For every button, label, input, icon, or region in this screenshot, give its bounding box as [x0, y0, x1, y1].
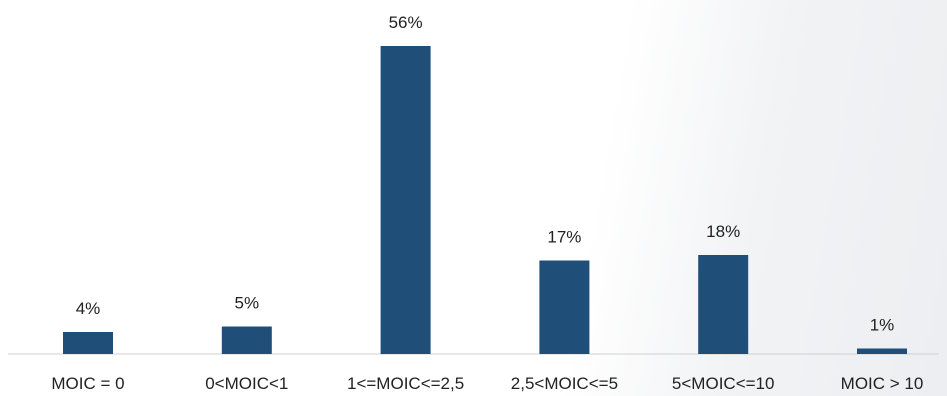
- category-label-2: 1<=MOIC<=2,5: [347, 374, 464, 393]
- category-labels-group: MOIC = 0 0<MOIC<1 1<=MOIC<=2,5 2,5<MOIC<=5 5…: [51, 374, 923, 393]
- category-label-1: 0<MOIC<1: [205, 374, 288, 393]
- value-label-3: 17%: [547, 228, 581, 247]
- value-label-1: 5%: [235, 294, 260, 313]
- value-label-2: 56%: [389, 13, 423, 32]
- value-label-0: 4%: [76, 299, 101, 318]
- value-label-5: 1%: [870, 316, 895, 335]
- category-label-5: MOIC > 10: [841, 374, 924, 393]
- bar-5: [857, 348, 907, 354]
- bar-3: [539, 260, 590, 354]
- value-label-4: 18%: [706, 222, 740, 241]
- bar-2: [380, 46, 431, 354]
- bar-0: [63, 332, 113, 354]
- category-label-0: MOIC = 0: [51, 374, 124, 393]
- bar-1: [221, 326, 272, 354]
- value-labels-group: 4% 5% 56% 17% 18% 1%: [76, 13, 895, 335]
- category-label-4: 5<MOIC<=10: [672, 374, 775, 393]
- bars-group: [63, 46, 907, 354]
- category-label-3: 2,5<MOIC<=5: [511, 374, 618, 393]
- bar-4: [698, 255, 749, 354]
